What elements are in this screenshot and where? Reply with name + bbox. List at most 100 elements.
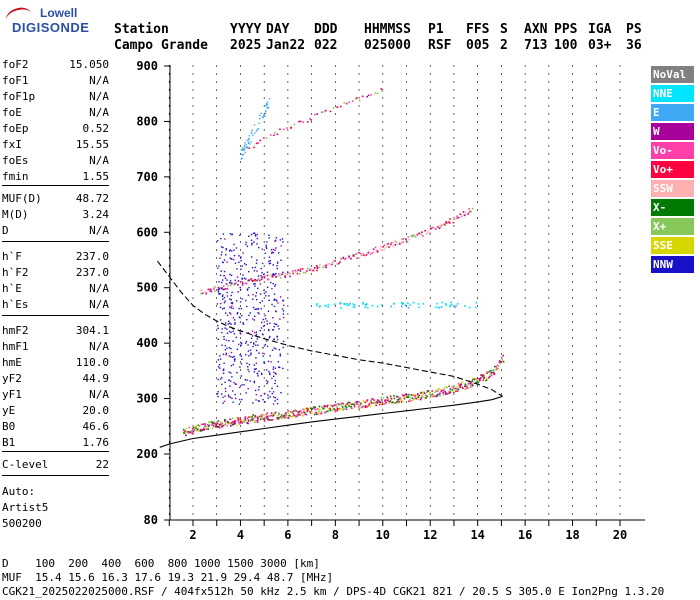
spread-f-point [228,347,231,349]
e-point [267,107,270,109]
second-hop-point [442,223,444,226]
spread-f-point [283,304,285,307]
second-hop-point [312,269,315,272]
spread-f-point [280,259,282,261]
o-trace-point [214,425,217,427]
param-label: foF1p [2,90,36,103]
spread-f-point [281,238,284,240]
o-trace-point [417,396,420,398]
third-hop-point [299,120,302,123]
spread-f-point [265,291,267,293]
second-hop-point [421,231,423,234]
second-hop-point [235,281,238,284]
o-trace-point [249,416,252,418]
o-trace-point [246,417,249,420]
o-trace-point [387,397,389,400]
spread-f-point [231,233,233,236]
spread-f-point [273,375,275,378]
o-trace-point [439,392,441,395]
o-trace-point [366,404,369,407]
o-trace-point [286,414,288,417]
legend-item: NNE [651,85,694,102]
spread-f-point [218,292,220,295]
spread-f-point [279,318,281,320]
param-row: hmF1 N/A [2,340,109,354]
o-trace-point [204,425,206,427]
param-value: 22 [95,458,109,471]
spread-f-point [241,277,243,280]
e-point [245,143,248,146]
spread-f-point [250,239,253,241]
spread-f-point [255,235,257,237]
spread-f-point [270,281,272,284]
second-hop-point [438,227,441,230]
spread-f-point [269,335,271,338]
second-hop-point [241,282,244,285]
nne-point [437,306,440,309]
nne-point [344,303,346,306]
o-trace-point [281,416,283,419]
spread-f-point [247,344,249,346]
e-point [247,142,250,144]
second-hop-point [309,269,311,271]
spread-f-point [255,292,258,294]
o-trace-point [309,411,311,413]
spread-f-point [229,298,231,300]
o-trace-point [306,409,309,411]
o-trace-point [415,397,418,400]
spread-f-point [231,301,234,304]
param-label: hmF2 [2,324,29,337]
spread-f-point [274,397,276,399]
second-hop-point [322,266,325,269]
param-separator [2,315,109,316]
o-trace-point [336,406,338,408]
x-tick-label: 8 [332,528,339,542]
o-trace-point [393,395,395,397]
nne-point [364,303,367,306]
o-trace-point [215,421,218,424]
o-trace-point [373,402,376,404]
e-point [265,104,268,106]
spread-f-point [230,347,232,350]
second-hop-point [372,248,375,250]
spread-f-point [273,305,276,308]
param-row: MUF(D) 48.72 [2,192,109,206]
e-point [253,124,256,126]
spread-f-point [242,274,244,276]
spread-f-point [234,393,236,396]
spread-f-point [232,340,234,342]
e-point [255,130,258,132]
o-trace-point [228,422,231,425]
second-hop-point [448,221,450,223]
spread-f-point [226,279,228,281]
second-hop-point [237,283,239,286]
o-trace-point [255,419,258,422]
third-hop-point [336,106,339,109]
spread-f-point [221,344,223,346]
spread-f-point [257,344,259,346]
o-trace-point [502,354,504,357]
o-trace-point [184,433,187,435]
second-hop-point [331,261,334,264]
o-trace-point [225,421,227,424]
spread-f-point [282,310,285,312]
third-hop-point [257,142,260,144]
spread-f-point [269,373,271,376]
spread-f-point [282,346,284,349]
spread-f-point [281,308,284,310]
o-trace-point [199,429,201,432]
o-trace-point [197,428,199,431]
profile-dashed-line [156,260,503,397]
param-value: 48.72 [75,192,109,205]
nne-point [348,304,351,306]
param-label: hmF1 [2,340,29,353]
legend-item: X+ [651,218,694,235]
o-trace-point [270,419,272,421]
second-hop-point [392,241,394,244]
o-trace-point [408,400,410,403]
o-trace-point [317,413,320,415]
spread-f-point [250,352,252,354]
spread-f-point [256,259,258,261]
spread-f-point [245,392,247,394]
nne-point [333,303,336,306]
